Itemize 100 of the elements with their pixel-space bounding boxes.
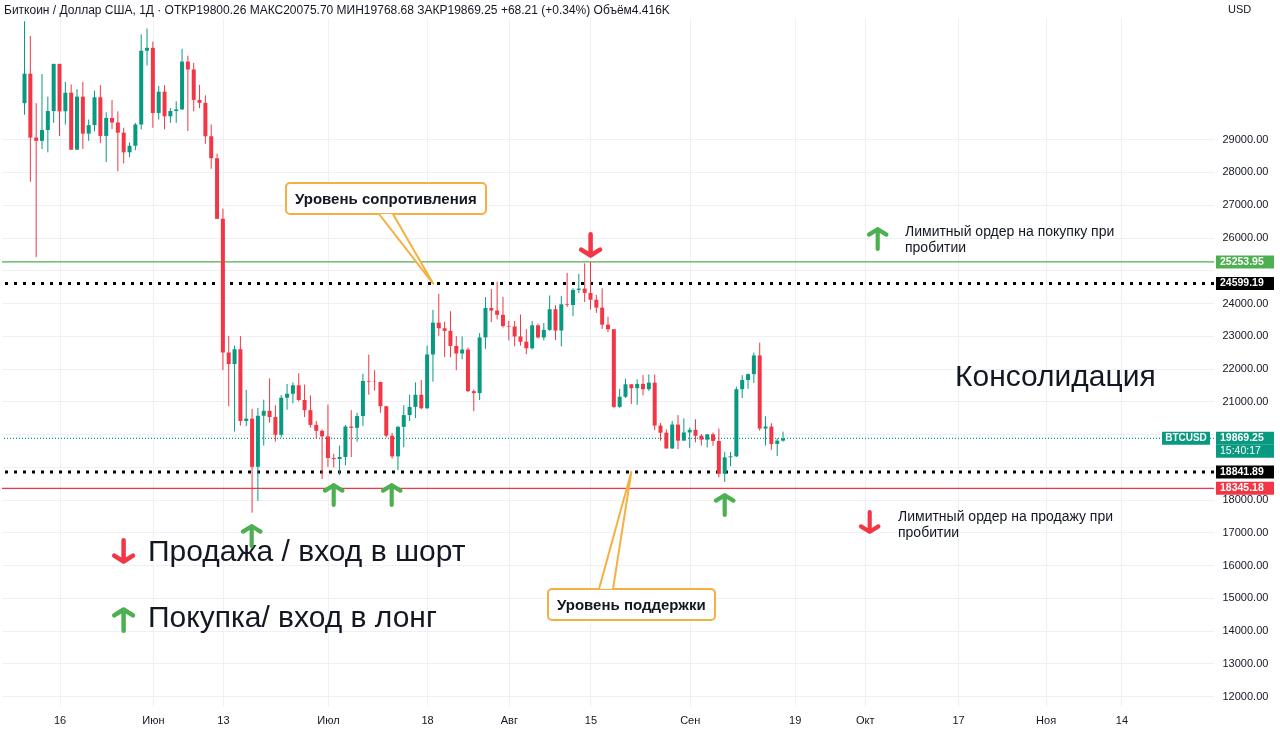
candlestick bbox=[693, 418, 698, 443]
ref-line-label: 19869.25 bbox=[1220, 431, 1264, 444]
candlestick bbox=[711, 431, 716, 447]
candlestick bbox=[133, 122, 138, 151]
candlestick bbox=[582, 262, 587, 303]
candlestick bbox=[419, 379, 424, 410]
x-tick-label: Июл bbox=[317, 713, 340, 726]
candlestick bbox=[267, 377, 272, 424]
candlestick bbox=[40, 73, 45, 150]
candlestick bbox=[676, 414, 681, 450]
candlestick bbox=[314, 420, 319, 440]
y-tick-label: 15000.00 bbox=[1222, 591, 1269, 604]
candlestick bbox=[145, 27, 150, 66]
text: 15:40:17 bbox=[1220, 444, 1262, 457]
candlestick bbox=[570, 287, 575, 317]
x-tick-label: 17 bbox=[952, 713, 965, 726]
candlestick bbox=[524, 328, 529, 355]
annotation: Покупка/ вход в лонг bbox=[148, 599, 437, 634]
x-tick-label: 14 bbox=[1115, 713, 1129, 726]
candlestick bbox=[623, 378, 628, 399]
ref-line-label: 25253.95 bbox=[1220, 254, 1264, 267]
candlestick bbox=[722, 451, 727, 483]
y-axis-title: USD bbox=[1228, 3, 1252, 15]
x-tick-label: 13 bbox=[217, 713, 230, 726]
candlestick bbox=[442, 321, 447, 358]
candlestick bbox=[115, 110, 120, 172]
x-tick-label: 19 bbox=[789, 713, 802, 726]
candlestick bbox=[565, 272, 570, 308]
candlestick bbox=[681, 417, 686, 442]
annotation: Лимитный ордер на продажу при пробитии bbox=[898, 507, 1115, 540]
candlestick bbox=[553, 304, 558, 341]
candlestick bbox=[401, 404, 406, 448]
y-tick-label: 26000.00 bbox=[1222, 231, 1269, 243]
candlestick bbox=[506, 320, 511, 341]
y-tick-label: 12000.00 bbox=[1222, 689, 1269, 702]
candlestick bbox=[740, 374, 745, 399]
candlestick bbox=[594, 294, 599, 314]
y-tick-label: 13000.00 bbox=[1222, 656, 1269, 669]
candlestick bbox=[617, 388, 622, 409]
x-tick-label: Ноя bbox=[1036, 713, 1057, 726]
ref-line-label: 18841.89 bbox=[1220, 465, 1264, 478]
candlestick bbox=[751, 352, 756, 384]
candlestick bbox=[337, 445, 342, 476]
candlestick bbox=[104, 111, 109, 163]
candlestick bbox=[454, 335, 459, 371]
candlestick bbox=[588, 261, 593, 311]
x-tick-label: Сен bbox=[680, 713, 701, 726]
candlestick bbox=[45, 96, 50, 153]
x-tick-label: 18 bbox=[421, 713, 434, 726]
candlestick bbox=[530, 320, 535, 351]
candlestick bbox=[197, 84, 202, 109]
candlestick bbox=[518, 314, 523, 347]
y-tick-label: 23000.00 bbox=[1222, 329, 1269, 342]
candlestick bbox=[232, 345, 237, 432]
candlestick bbox=[302, 384, 307, 418]
candlestick bbox=[308, 394, 313, 429]
candlestick bbox=[448, 310, 453, 358]
candlestick bbox=[366, 354, 371, 396]
candlestick bbox=[407, 394, 412, 422]
candlestick bbox=[600, 287, 605, 330]
candlestick bbox=[121, 127, 126, 164]
candlestick bbox=[209, 123, 214, 170]
y-tick-label: 18000.00 bbox=[1222, 493, 1269, 506]
x-tick-label: Авг bbox=[500, 713, 518, 726]
candlestick bbox=[86, 119, 91, 142]
candlestick bbox=[629, 383, 634, 405]
x-tick-label: Окт bbox=[855, 713, 875, 726]
candlestick bbox=[285, 383, 290, 411]
candlestick bbox=[296, 372, 301, 402]
chart-subtitle: Биткоин / Доллар США, 1Д · ОТКР19800.26 МАКС20075.70 МИН19768.68 ЗАКР19869.25 +68.21 (+0.34%) Объём4.416K bbox=[4, 3, 670, 17]
candlestick bbox=[641, 374, 646, 396]
candlestick bbox=[635, 378, 640, 406]
candlestick bbox=[290, 381, 295, 404]
candlestick bbox=[110, 99, 115, 130]
candlestick bbox=[512, 320, 517, 347]
candlestick bbox=[320, 428, 325, 480]
y-tick-label: 29000.00 bbox=[1222, 132, 1269, 145]
annotation: BTCUSD bbox=[1165, 432, 1207, 444]
ref-line-label: 18345.18 bbox=[1220, 481, 1264, 494]
candlestick bbox=[471, 389, 476, 412]
annotation: Уровень поддержки bbox=[547, 588, 716, 622]
x-tick-label: 16 bbox=[53, 713, 67, 726]
candlestick bbox=[273, 404, 278, 443]
candlestick bbox=[769, 422, 774, 451]
candlestick bbox=[185, 55, 190, 132]
candlestick bbox=[390, 432, 395, 460]
y-tick-label: 17000.00 bbox=[1222, 525, 1269, 538]
candlestick bbox=[670, 420, 675, 450]
candlestick bbox=[500, 296, 505, 329]
candlestick bbox=[489, 288, 494, 323]
y-tick-label: 16000.00 bbox=[1222, 558, 1269, 571]
candlestick bbox=[63, 81, 68, 125]
y-tick-label: 28000.00 bbox=[1222, 165, 1269, 178]
ref-line-label: 24599.19 bbox=[1220, 276, 1264, 289]
annotation: Лимитный ордер на покупку при пробитии bbox=[905, 222, 1116, 255]
y-tick-label: 22000.00 bbox=[1222, 362, 1269, 375]
candlestick bbox=[174, 100, 179, 124]
candlestick bbox=[226, 335, 231, 407]
candlestick bbox=[34, 102, 39, 258]
y-tick-label: 24000.00 bbox=[1222, 296, 1269, 309]
